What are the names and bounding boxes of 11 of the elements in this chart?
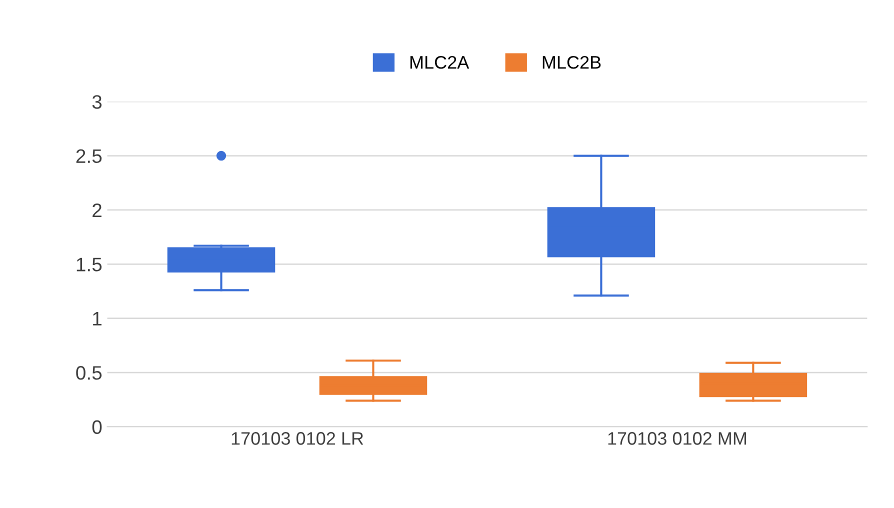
x-tick-label: 170103 0102 MM [608, 432, 746, 445]
legend-label: MLC2B [542, 56, 601, 69]
x-tick-label: 170103 0102 LR [232, 432, 364, 445]
y-tick-label: 0.5 [76, 366, 102, 380]
legend-label: MLC2A [410, 56, 470, 69]
y-tick-label: 3 [92, 95, 102, 109]
y-tick-label: 0 [92, 420, 102, 434]
y-tick-label: 1.5 [76, 258, 102, 272]
y-tick-label: 2 [92, 203, 102, 218]
y-tick-label: 1 [93, 312, 102, 326]
y-tick-label: 2.5 [76, 149, 102, 164]
